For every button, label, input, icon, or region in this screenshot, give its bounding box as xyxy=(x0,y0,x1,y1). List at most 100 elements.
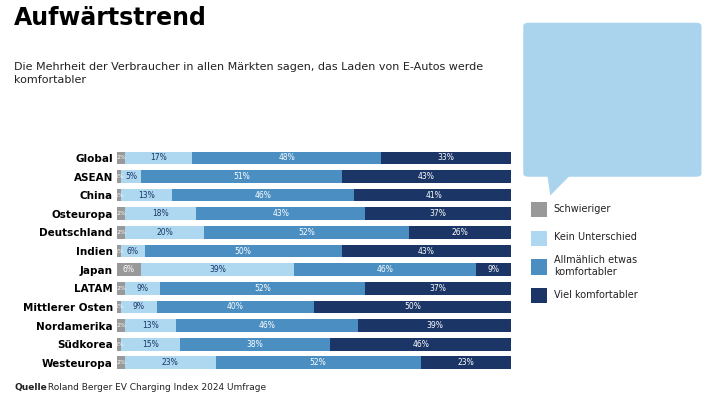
Bar xyxy=(117,263,141,276)
Text: 9%: 9% xyxy=(137,284,149,293)
Bar xyxy=(125,319,176,332)
Text: 1%: 1% xyxy=(114,249,124,253)
Bar xyxy=(117,207,125,220)
Bar xyxy=(366,207,511,220)
Bar xyxy=(196,207,366,220)
Text: 17%: 17% xyxy=(150,153,167,162)
Bar xyxy=(381,152,511,164)
Bar xyxy=(173,189,354,201)
Text: 46%: 46% xyxy=(258,321,275,330)
Bar xyxy=(141,170,342,183)
Text: 23%: 23% xyxy=(457,358,474,367)
Text: 9%: 9% xyxy=(488,265,499,274)
Bar xyxy=(216,356,420,369)
Text: 40%: 40% xyxy=(227,302,244,312)
Bar xyxy=(121,245,145,257)
Text: 13%: 13% xyxy=(142,321,159,330)
Bar xyxy=(117,356,125,369)
Text: Denken Sie, das Laden
von E-Autos an öffent-
lichen Ladesäulen ist
in den letzte: Denken Sie, das Laden von E-Autos an öff… xyxy=(537,33,677,111)
Text: 2%: 2% xyxy=(116,155,126,160)
Text: 1%: 1% xyxy=(114,174,124,179)
Bar xyxy=(121,170,141,183)
Bar xyxy=(476,263,511,276)
Text: 39%: 39% xyxy=(426,321,443,330)
Text: 2%: 2% xyxy=(116,211,126,216)
Text: 46%: 46% xyxy=(254,191,271,200)
Bar xyxy=(117,226,125,239)
Text: Quelle: Quelle xyxy=(14,383,47,392)
Text: Die Mehrheit der Verbraucher in allen Märkten sagen, das Laden von E-Autos werde: Die Mehrheit der Verbraucher in allen Mä… xyxy=(14,62,484,85)
Text: 46%: 46% xyxy=(377,265,393,274)
Text: 33%: 33% xyxy=(438,153,454,162)
Bar xyxy=(192,152,381,164)
Bar xyxy=(117,152,125,164)
Text: 51%: 51% xyxy=(233,172,250,181)
Text: 50%: 50% xyxy=(404,302,421,312)
Text: 2%: 2% xyxy=(116,230,126,235)
Bar xyxy=(342,245,511,257)
Bar xyxy=(117,300,121,313)
Text: 39%: 39% xyxy=(209,265,226,274)
Text: 6%: 6% xyxy=(127,247,139,255)
Bar xyxy=(145,245,342,257)
Text: 13%: 13% xyxy=(138,191,155,200)
Text: 1%: 1% xyxy=(114,304,124,310)
Bar xyxy=(180,338,330,351)
Text: 38%: 38% xyxy=(246,340,263,349)
Bar xyxy=(121,189,173,201)
Text: 9%: 9% xyxy=(133,302,145,312)
Text: 2%: 2% xyxy=(116,360,126,365)
Text: 5%: 5% xyxy=(125,172,137,181)
Bar xyxy=(125,356,216,369)
Bar xyxy=(117,189,121,201)
Text: 18%: 18% xyxy=(152,209,169,218)
Bar xyxy=(358,319,511,332)
Text: Kein Unterschied: Kein Unterschied xyxy=(554,232,637,243)
Bar xyxy=(160,282,366,294)
Text: 46%: 46% xyxy=(412,340,429,349)
Bar xyxy=(342,170,511,183)
Text: 1%: 1% xyxy=(114,193,124,198)
Text: 2%: 2% xyxy=(116,323,126,328)
Text: 20%: 20% xyxy=(156,228,173,237)
Bar xyxy=(420,356,511,369)
Text: 23%: 23% xyxy=(162,358,179,367)
Bar xyxy=(366,282,511,294)
Bar xyxy=(141,263,295,276)
Bar xyxy=(295,263,476,276)
Bar xyxy=(125,226,204,239)
Bar xyxy=(121,338,180,351)
Text: 37%: 37% xyxy=(430,284,447,293)
Text: 37%: 37% xyxy=(430,209,447,218)
Text: 50%: 50% xyxy=(235,247,251,255)
Bar xyxy=(176,319,358,332)
Bar xyxy=(117,338,121,351)
Text: 6%: 6% xyxy=(123,265,135,274)
Text: 43%: 43% xyxy=(418,247,435,255)
Text: Viel komfortabler: Viel komfortabler xyxy=(554,290,638,300)
Text: 41%: 41% xyxy=(426,191,443,200)
Bar xyxy=(315,300,511,313)
Text: 1%: 1% xyxy=(114,342,124,347)
Bar xyxy=(125,152,192,164)
Text: 2%: 2% xyxy=(116,286,126,291)
Bar xyxy=(157,300,315,313)
Bar xyxy=(125,282,160,294)
Bar xyxy=(121,300,157,313)
Bar xyxy=(125,207,196,220)
Text: Schwieriger: Schwieriger xyxy=(554,203,611,214)
Text: 43%: 43% xyxy=(418,172,435,181)
Text: 52%: 52% xyxy=(298,228,315,237)
Bar xyxy=(409,226,511,239)
Text: 48%: 48% xyxy=(278,153,295,162)
Text: 43%: 43% xyxy=(272,209,289,218)
Text: 15%: 15% xyxy=(142,340,159,349)
Bar xyxy=(117,282,125,294)
Bar xyxy=(354,189,515,201)
Text: Allmählich etwas
komfortabler: Allmählich etwas komfortabler xyxy=(554,255,637,277)
Text: Roland Berger EV Charging Index 2024 Umfrage: Roland Berger EV Charging Index 2024 Umf… xyxy=(45,383,266,392)
Bar xyxy=(117,245,121,257)
Bar xyxy=(117,170,121,183)
Text: Aufwärtstrend: Aufwärtstrend xyxy=(14,6,207,30)
Text: 52%: 52% xyxy=(310,358,327,367)
